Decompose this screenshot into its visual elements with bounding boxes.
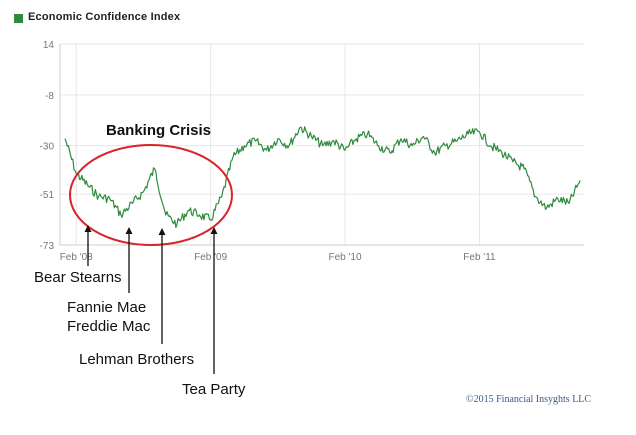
freddie-mac-label: Freddie Mac (67, 318, 151, 335)
lehman-brothers-label: Lehman Brothers (79, 351, 195, 368)
banking-crisis-label: Banking Crisis (106, 122, 212, 139)
fannie-mae-arrow-head (125, 227, 133, 234)
fannie-mae-label: Fannie Mae (67, 299, 147, 316)
bear-stearns-label: Bear Stearns (34, 269, 122, 286)
y-tick-label: -73 (40, 241, 55, 252)
bear-stearns-arrow-head (84, 225, 92, 232)
legend-label: Economic Confidence Index (28, 11, 181, 23)
banking-crisis-ellipse (69, 144, 233, 246)
x-tick-label: Feb '11 (463, 252, 496, 263)
tea-party-label: Tea Party (182, 381, 246, 398)
y-tick-label: -8 (45, 91, 54, 102)
y-tick-label: 14 (43, 40, 55, 51)
copyright-notice: ©2015 Financial Insyghts LLC (466, 394, 592, 405)
y-tick-label: -51 (40, 190, 55, 201)
series-line (64, 126, 581, 228)
y-tick-label: -30 (40, 142, 55, 153)
lehman-brothers-arrow-head (158, 228, 166, 235)
x-tick-label: Feb '10 (329, 252, 362, 263)
tea-party-arrow-head (210, 227, 218, 234)
x-tick-label: Feb '09 (194, 252, 227, 263)
x-tick-label: Feb '08 (60, 252, 93, 263)
legend-swatch (14, 14, 23, 23)
